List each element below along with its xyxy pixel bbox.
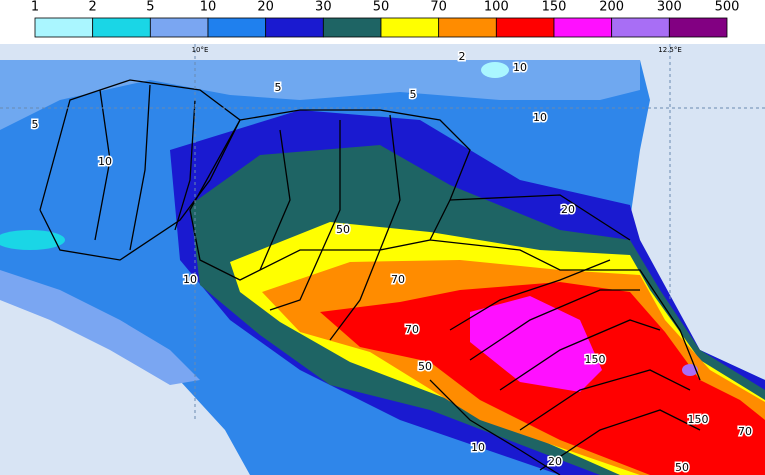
coast-zone (0, 270, 200, 385)
contour-label: 10 (183, 273, 197, 286)
contour-label: 150 (585, 353, 606, 366)
colorbar-label: 5 (146, 0, 154, 15)
cyan-patch (0, 230, 65, 250)
contour-label: 50 (336, 223, 350, 236)
colorbar-segment (611, 17, 670, 38)
colorbar-label: 200 (599, 0, 624, 15)
colorbar-label: 10 (200, 0, 217, 15)
contour-label: 20 (561, 203, 575, 216)
contour-label: 2 (459, 50, 466, 63)
basin-boundaries (39, 79, 701, 475)
colorbar-segment (553, 17, 613, 38)
cyan-patch (481, 62, 509, 78)
contour-label: 10 (98, 155, 112, 168)
colorbar-segment (92, 17, 151, 38)
contour-label: 50 (675, 461, 689, 474)
colorbar: 1 2 5 10 20 30 50 70 100 150 200 300 500 (31, 0, 740, 38)
contour-label: 20 (548, 455, 562, 468)
colorbar-label: 30 (315, 0, 332, 15)
basin-line (449, 194, 631, 241)
basin-line (519, 369, 691, 431)
basin-line (429, 239, 701, 381)
colorbar-label: 150 (542, 0, 567, 15)
colorbar-label: 20 (257, 0, 274, 15)
basin-line (269, 120, 341, 311)
colorbar-label: 50 (373, 0, 390, 15)
colorbar-label: 500 (715, 0, 740, 15)
colorbar-segment (149, 17, 209, 38)
basin-line (174, 99, 196, 231)
colorbar-label: 1 (31, 0, 39, 15)
colorbar-label: 300 (657, 0, 682, 15)
contour-label: 70 (738, 425, 752, 438)
contour-label: 10 (533, 111, 547, 124)
contour-label: 10 (513, 61, 527, 74)
basin-line (539, 409, 701, 471)
colorbar-label: 70 (430, 0, 447, 15)
colorbar-segment (322, 17, 382, 38)
contour-label: 5 (32, 118, 39, 131)
contour-label: 5 (275, 81, 282, 94)
basin-line (499, 319, 661, 391)
basin-line (449, 259, 611, 331)
precipitation-map: 10°E 12.5°E 2 5 10 5 5 10 10 20 50 70 10 70 50 150 150 70… (0, 44, 765, 475)
longitude-label: 10°E (192, 46, 209, 54)
colorbar-segment (438, 17, 497, 38)
basin-line (259, 129, 291, 271)
contour-label: 5 (410, 88, 417, 101)
contour-label: 50 (418, 360, 432, 373)
basin-line (469, 289, 640, 361)
basin-line (429, 379, 561, 475)
colorbar-segment (380, 17, 440, 38)
colorbar-segment (668, 17, 728, 38)
colorbar-segment (34, 17, 94, 38)
zone-150 (470, 296, 602, 392)
basin-line (94, 89, 111, 241)
basin-line (329, 114, 401, 341)
contour-label: 70 (405, 323, 419, 336)
longitude-label: 12.5°E (658, 46, 682, 54)
basin-line (129, 84, 151, 251)
colorbar-segment (495, 17, 555, 38)
zone-200 (682, 364, 698, 376)
contour-label: 70 (391, 273, 405, 286)
colorbar-label: 100 (484, 0, 509, 15)
light-zone (0, 60, 640, 130)
contour-label: 10 (471, 441, 485, 454)
colorbar-label: 2 (89, 0, 97, 15)
colorbar-segment (265, 17, 324, 38)
colorbar-segment (207, 17, 267, 38)
contour-label: 150 (688, 413, 709, 426)
